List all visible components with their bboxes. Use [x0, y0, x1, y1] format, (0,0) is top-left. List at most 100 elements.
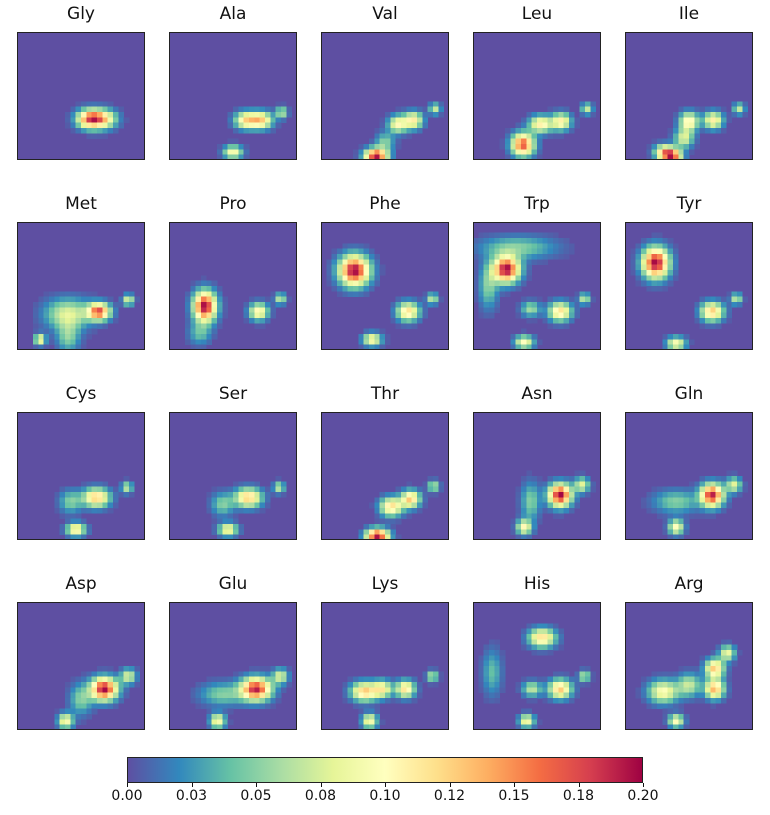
heatmap-cell	[43, 312, 50, 319]
heatmap-cell	[438, 296, 444, 303]
heatmap-cell	[395, 323, 402, 329]
heatmap-cell	[353, 286, 359, 292]
heatmap-cell	[590, 671, 596, 677]
heatmap-cell	[531, 138, 538, 145]
heatmap-cell	[721, 682, 727, 688]
heatmap-cell	[526, 302, 532, 308]
heatmap-cell	[515, 492, 522, 498]
heatmap-cell	[81, 714, 87, 720]
heatmap-cell	[59, 492, 66, 498]
heatmap-cell	[201, 703, 207, 709]
heatmap-cell	[185, 296, 191, 303]
heatmap-cell	[411, 492, 418, 498]
heatmap-cell	[574, 117, 580, 123]
heatmap-cell	[531, 243, 538, 249]
heatmap-cell	[211, 492, 218, 498]
heatmap-cell	[233, 486, 239, 493]
heatmap-cell	[710, 676, 716, 683]
heatmap-cell	[667, 339, 674, 345]
heatmap-cell	[65, 312, 71, 319]
heatmap-cell	[54, 492, 60, 498]
heatmap-cell	[667, 133, 674, 139]
heatmap-cell	[553, 639, 559, 645]
heatmap-cell	[710, 486, 716, 493]
heatmap-cell	[710, 296, 716, 303]
panel-gln: Gln	[625, 380, 753, 540]
heatmap-cell	[259, 486, 266, 493]
heatmap-cell	[678, 708, 684, 715]
heatmap-cell	[118, 296, 124, 303]
heatmap-cell	[662, 508, 668, 514]
heatmap-cell	[417, 128, 423, 134]
heatmap-cell	[673, 128, 679, 134]
heatmap-cell	[715, 666, 722, 672]
heatmap-cell	[662, 682, 668, 688]
heatmap-cell	[683, 492, 690, 498]
heatmap-cell	[54, 302, 60, 308]
heatmap-cell	[710, 703, 716, 709]
heatmap-cell	[259, 122, 266, 129]
heatmap-cell	[227, 708, 234, 715]
heatmap-cell	[726, 312, 732, 319]
heatmap-cell	[542, 318, 548, 324]
heatmap-cell	[286, 666, 292, 672]
heatmap-cell	[363, 264, 370, 271]
heatmap-cell	[249, 122, 255, 129]
heatmap-cell	[689, 133, 695, 139]
heatmap-cell	[651, 687, 658, 693]
heatmap-cell	[521, 264, 527, 271]
heatmap-cell	[38, 344, 44, 350]
heatmap-cell	[585, 666, 591, 672]
heatmap-cell	[91, 508, 98, 514]
heatmap-cell	[254, 112, 260, 118]
heatmap-cell	[91, 323, 98, 329]
heatmap-cell	[54, 724, 60, 730]
heatmap-cell	[542, 243, 548, 249]
heatmap-cell	[731, 296, 738, 303]
heatmap-cell	[678, 138, 684, 145]
heatmap-cell	[211, 703, 218, 709]
heatmap-cell	[699, 671, 706, 677]
heatmap-cell	[510, 529, 516, 535]
heatmap-cell	[547, 492, 554, 498]
heatmap-cell	[118, 492, 124, 498]
heatmap-cell	[494, 291, 500, 297]
heatmap-cell	[558, 502, 564, 509]
heatmap-cell	[249, 682, 255, 688]
heatmap-cell	[662, 334, 668, 340]
heatmap-cell	[710, 307, 716, 313]
heatmap-cell	[710, 318, 716, 324]
heatmap-cell	[731, 655, 738, 661]
heatmap-cell	[206, 719, 212, 725]
heatmap-cell	[385, 149, 391, 155]
heatmap-cell	[222, 703, 228, 709]
panel-title: Pro	[219, 194, 247, 214]
heatmap-cell	[406, 133, 412, 139]
heatmap-cell	[347, 243, 354, 249]
heatmap-cell	[401, 112, 407, 118]
heatmap-cell	[54, 708, 60, 715]
heatmap-cell	[385, 138, 391, 145]
heatmap-cell	[411, 128, 418, 134]
heatmap-cell	[721, 106, 727, 113]
heatmap-cell	[531, 644, 538, 651]
heatmap-cell	[222, 529, 228, 535]
heatmap-cell	[211, 302, 218, 308]
heatmap-cell	[515, 302, 522, 308]
heatmap-cell	[369, 703, 375, 709]
heatmap-cell	[478, 275, 484, 281]
heatmap-cell	[107, 682, 114, 688]
heatmap-cell	[222, 676, 228, 683]
heatmap-cell	[265, 698, 271, 704]
heatmap-cell	[38, 328, 44, 335]
heatmap-cell	[331, 275, 338, 281]
heatmap-cell	[86, 676, 92, 683]
heatmap-cell	[70, 714, 76, 720]
heatmap-cell	[54, 296, 60, 303]
heatmap-cell	[217, 492, 223, 498]
heatmap-cell	[211, 296, 218, 303]
heatmap-cell	[390, 302, 396, 308]
heatmap-plot	[625, 32, 753, 160]
heatmap-cell	[97, 323, 103, 329]
heatmap-cell	[185, 323, 191, 329]
